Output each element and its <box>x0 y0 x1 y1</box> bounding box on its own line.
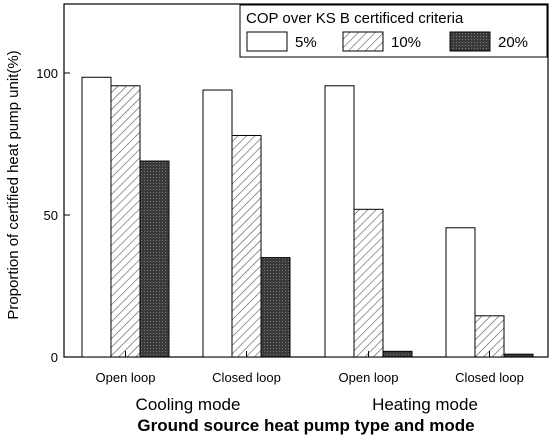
bar-10pct-2 <box>231 134 262 358</box>
bar-20pct-4 <box>503 353 534 358</box>
legend-box <box>239 4 548 58</box>
bars <box>81 76 534 358</box>
legend-label-20pct: 20% <box>498 34 528 51</box>
group-label-cooling: Cooling mode <box>136 395 241 414</box>
bar-10pct-3 <box>353 208 384 358</box>
x-tick-label-1: Open loop <box>96 370 156 385</box>
bar-5pct-4 <box>445 227 476 358</box>
bar-5pct-1 <box>81 76 112 358</box>
x-axis-title: Ground source heat pump type and mode <box>137 416 474 435</box>
legend-swatch-10pct <box>342 31 384 52</box>
x-tick-label-4: Closed loop <box>455 370 524 385</box>
bar-5pct-3 <box>324 85 355 358</box>
legend-swatch-5pct <box>246 31 288 52</box>
y-tick-label-0: 0 <box>51 350 58 365</box>
x-axis: Open loop Closed loop Open loop Closed loop <box>96 351 524 385</box>
y-tick-label-50: 50 <box>44 208 58 223</box>
bar-20pct-1 <box>139 160 170 358</box>
legend-swatch-20pct <box>449 31 491 52</box>
y-axis-title: Proportion of certified heat pump unit(%… <box>5 50 22 319</box>
y-tick-label-100: 100 <box>36 66 58 81</box>
bar-10pct-1 <box>110 85 141 358</box>
bar-5pct-2 <box>202 89 233 358</box>
x-tick-label-3: Open loop <box>339 370 399 385</box>
group-label-heating: Heating mode <box>372 395 478 414</box>
legend: COP over KS B certificed criteria 5% 10% 2… <box>239 4 548 58</box>
x-tick-label-2: Closed loop <box>212 370 281 385</box>
legend-label-5pct: 5% <box>295 34 317 51</box>
bar-10pct-4 <box>474 315 505 358</box>
legend-title: COP over KS B certificed criteria <box>246 10 464 27</box>
bar-20pct-3 <box>382 350 413 358</box>
plot-frame <box>63 3 549 358</box>
legend-label-10pct: 10% <box>391 34 421 51</box>
bar-20pct-2 <box>260 257 291 358</box>
y-axis: 0 50 100 <box>36 66 70 365</box>
